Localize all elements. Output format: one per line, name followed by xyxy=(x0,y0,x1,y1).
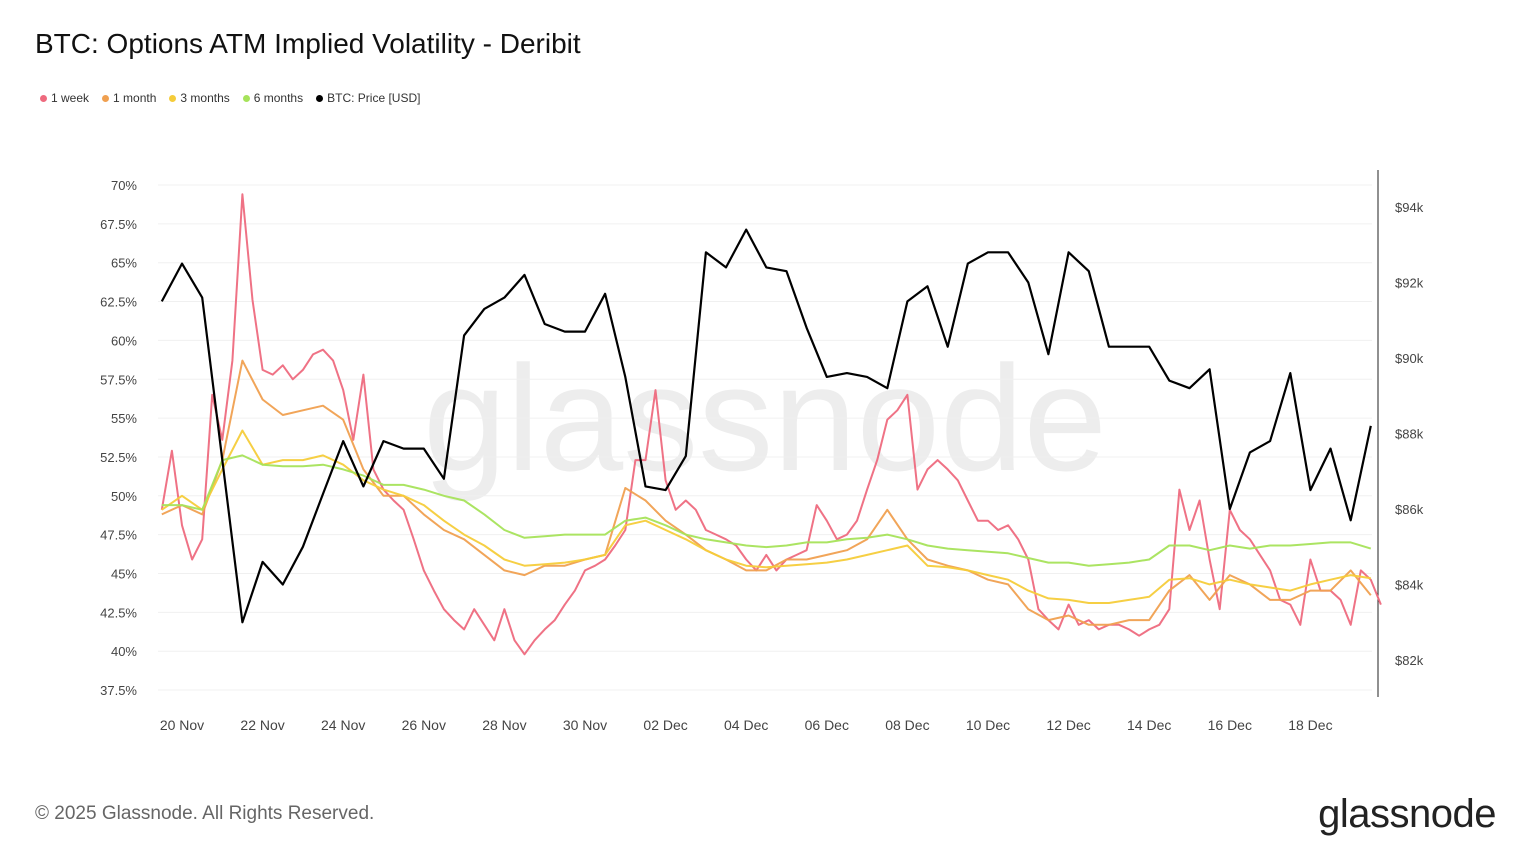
y-right-tick-label: $88k xyxy=(1395,427,1424,442)
series-line-1-month xyxy=(161,359,1372,626)
legend-dot-icon xyxy=(102,94,110,102)
x-tick-label: 30 Nov xyxy=(563,717,607,733)
series-line-6-months xyxy=(161,454,1372,567)
legend-item[interactable]: 3 months xyxy=(169,91,230,105)
y-left-tick-label: 37.5% xyxy=(100,683,137,698)
legend-label: 6 months xyxy=(253,91,304,105)
glassnode-logo: glassnode xyxy=(1318,792,1496,836)
y-left-tick-label: 67.5% xyxy=(100,217,137,232)
copyright-text: © 2025 Glassnode. All Rights Reserved. xyxy=(35,803,375,824)
x-tick-label: 10 Dec xyxy=(966,717,1010,733)
y-left-tick-label: 52.5% xyxy=(100,450,137,465)
y-right-tick-label: $84k xyxy=(1395,578,1424,593)
y-right-tick-label: $94k xyxy=(1395,200,1424,215)
legend-item[interactable]: 1 week xyxy=(40,91,89,105)
y-left-tick-label: 55% xyxy=(111,411,137,426)
x-tick-label: 14 Dec xyxy=(1127,717,1171,733)
x-tick-label: 24 Nov xyxy=(321,717,365,733)
y-right-tick-label: $82k xyxy=(1395,653,1424,668)
legend-label: 3 months xyxy=(180,91,230,105)
x-tick-label: 08 Dec xyxy=(885,717,929,733)
y-left-tick-label: 40% xyxy=(111,644,137,659)
x-tick-label: 28 Nov xyxy=(482,717,526,733)
y-right-tick-label: $90k xyxy=(1395,351,1424,366)
x-tick-label: 16 Dec xyxy=(1208,717,1252,733)
y-left-tick-label: 50% xyxy=(111,489,137,504)
legend-dot-icon xyxy=(316,94,324,102)
series-line-3-months xyxy=(161,429,1371,604)
series-line-btc-price-usd xyxy=(160,228,1372,624)
legend-label: 1 month xyxy=(113,91,157,105)
y-left-tick-label: 57.5% xyxy=(100,372,137,387)
legend-dot-icon xyxy=(242,94,250,102)
y-right-tick-label: $86k xyxy=(1395,502,1424,517)
x-tick-label: 20 Nov xyxy=(160,717,204,733)
legend-item[interactable]: 6 months xyxy=(242,91,304,105)
legend-item[interactable]: BTC: Price [USD] xyxy=(316,91,420,105)
legend-label: 1 week xyxy=(51,91,90,105)
y-left-tick-label: 47.5% xyxy=(100,528,137,543)
x-tick-label: 04 Dec xyxy=(724,717,768,733)
x-tick-label: 18 Dec xyxy=(1288,717,1332,733)
y-right-tick-label: $92k xyxy=(1395,276,1424,291)
legend-dot-icon xyxy=(40,94,47,102)
y-left-tick-label: 42.5% xyxy=(100,605,137,620)
legend-dot-icon xyxy=(169,94,177,102)
series-line-1-week xyxy=(160,193,1382,656)
x-tick-label: 26 Nov xyxy=(402,717,446,733)
x-tick-label: 22 Nov xyxy=(240,717,284,733)
x-tick-label: 12 Dec xyxy=(1046,717,1090,733)
chart-title: BTC: Options ATM Implied Volatility - De… xyxy=(35,28,581,59)
legend-item[interactable]: 1 month xyxy=(102,91,156,105)
legend-label: BTC: Price [USD] xyxy=(327,91,421,105)
y-left-tick-label: 62.5% xyxy=(100,295,137,310)
y-left-tick-label: 45% xyxy=(111,567,137,582)
y-left-tick-label: 70% xyxy=(111,178,137,193)
x-tick-label: 06 Dec xyxy=(805,717,849,733)
y-left-tick-label: 60% xyxy=(111,333,137,348)
x-tick-label: 02 Dec xyxy=(643,717,687,733)
chart-legend: 1 week 1 month 3 months 6 months BTC: Price … xyxy=(40,91,420,105)
y-left-tick-label: 65% xyxy=(111,256,137,271)
